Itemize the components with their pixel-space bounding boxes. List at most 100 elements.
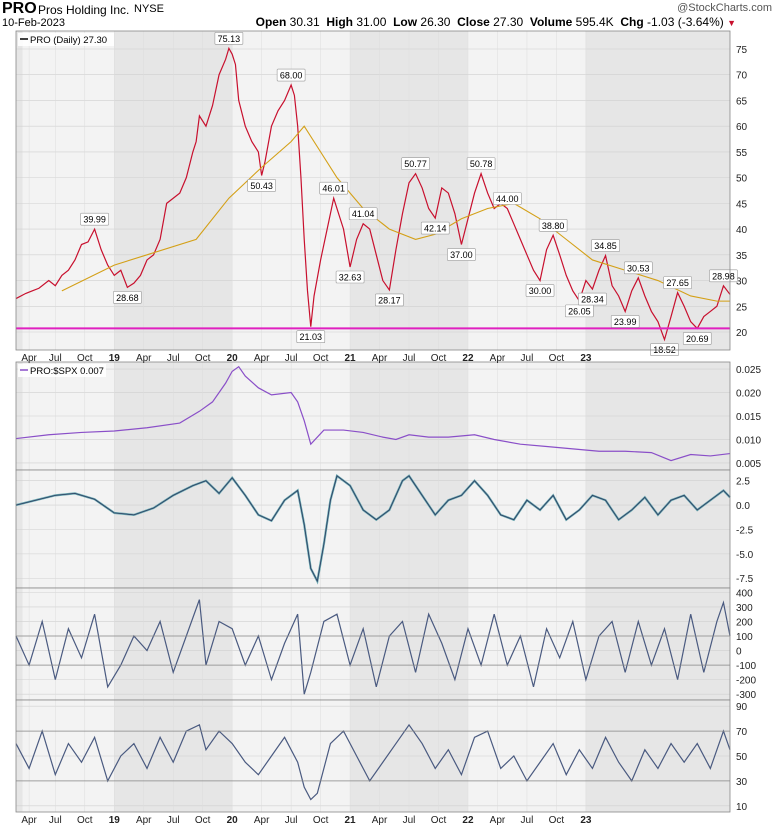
x-tick-label: Apr [372, 815, 388, 826]
price-label: 75.13 [214, 32, 244, 45]
price-label-box [420, 221, 450, 235]
y-tick-label: 30 [736, 277, 748, 288]
y-tick-label: 25 [736, 302, 748, 313]
y-tick-label: 90 [736, 702, 748, 713]
price-label-box [401, 157, 430, 170]
price-label-box [538, 218, 568, 232]
y-tick-label: 0 [736, 647, 742, 658]
close-value: 27.30 [493, 15, 524, 29]
price-label-box [296, 330, 326, 343]
x-tick-label: 19 [109, 353, 121, 364]
price-label-text: 75.13 [218, 34, 241, 44]
y-tick-label: -5.0 [736, 550, 754, 561]
x-tick-label: 23 [580, 353, 592, 364]
quote-date: 10-Feb-2023 [2, 17, 65, 29]
price-label-text: 50.77 [404, 159, 427, 169]
x-tick-label: Jul [285, 353, 298, 364]
price-label: 28.17 [375, 293, 404, 307]
price-label-box [447, 248, 476, 261]
price-label-text: 34.85 [594, 241, 617, 251]
price-label: 41.04 [348, 207, 378, 221]
x-tick-label: Jul [285, 815, 298, 826]
chg-value: -1.03 (-3.64%) [647, 15, 724, 29]
price-label: 21.03 [296, 330, 326, 343]
price-label: 37.00 [447, 248, 476, 261]
high-label: High [326, 15, 354, 29]
price-label: 23.99 [610, 315, 640, 328]
low-value: 26.30 [420, 15, 451, 29]
x-tick-label: Oct [77, 353, 93, 364]
price-label-box [492, 192, 522, 205]
x-tick-label: Oct [77, 815, 93, 826]
price-label: 30.00 [525, 284, 555, 297]
series-line [15, 365, 731, 462]
x-tick-label: Jul [521, 815, 534, 826]
panel-2: 0.005 0.010 0.015 0.020 0.025 PRO:$SPX 0.007 [15, 361, 761, 471]
price-label: 68.00 [276, 68, 306, 82]
panel-legend: PRO:$SPX 0.007 [18, 364, 106, 377]
series-line [15, 599, 731, 695]
price-label-text: 30.00 [529, 286, 552, 296]
price-label: 50.77 [401, 157, 430, 170]
price-label-text: 26.05 [568, 306, 591, 316]
x-tick-label: 21 [345, 815, 357, 826]
price-label-box [247, 179, 276, 192]
x-axis: Apr Jul Oct 19 Apr Jul Oct 20 Apr Jul Oct 21 Apr Jul O… [21, 815, 592, 826]
x-tick-label: Jul [167, 815, 180, 826]
x-tick-label: Apr [490, 353, 506, 364]
x-tick-label: 19 [109, 815, 121, 826]
y-tick-label: -300 [736, 690, 756, 701]
price-label-text: 28.68 [116, 293, 139, 303]
x-tick-label: 21 [345, 353, 357, 364]
company-name: Pros Holding Inc. [38, 3, 130, 17]
price-label-box [525, 284, 555, 297]
x-tick-label: Oct [195, 353, 211, 364]
y-tick-label: 50 [736, 752, 748, 763]
y-tick-label: 70 [736, 71, 748, 82]
y-tick-label: 0.010 [736, 435, 761, 446]
year-band [585, 31, 730, 350]
y-tick-label: 200 [736, 617, 753, 628]
y-tick-label: 30 [736, 777, 748, 788]
price-label: 27.65 [663, 276, 692, 289]
price-label: 28.98 [709, 269, 738, 283]
price-label-box [578, 292, 607, 306]
x-tick-label: Jul [403, 353, 416, 364]
volume-label: Volume [529, 15, 573, 29]
legend-text: PRO:$SPX 0.007 [30, 366, 104, 377]
year-band [585, 588, 730, 700]
price-label-box [623, 261, 653, 275]
x-tick-label: Jul [49, 815, 62, 826]
x-tick-label: 23 [580, 815, 592, 826]
x-tick-label: 22 [462, 353, 474, 364]
y-tick-label: 70 [736, 727, 748, 738]
y-tick-label: 45 [736, 199, 748, 210]
price-label-text: 28.98 [712, 271, 735, 281]
panel-1: 20 25 30 35 40 45 50 55 60 65 70 75 39.99 28.68 75.13 5… [15, 30, 748, 356]
quote-line: Open 30.31 High 31.00 Low 26.30 Close 27… [256, 15, 736, 29]
price-label-text: 68.00 [280, 71, 303, 81]
y-tick-label: 400 [736, 588, 753, 599]
y-tick-label: 0.020 [736, 389, 761, 400]
year-band [16, 31, 23, 350]
y-tick-label: 10 [736, 802, 748, 813]
low-label: Low [393, 15, 418, 29]
y-tick-label: 40 [736, 225, 748, 236]
x-tick-label: 20 [227, 815, 239, 826]
y-tick-label: -2.5 [736, 525, 754, 536]
macd-line [15, 475, 731, 583]
down-arrow-icon: ▼ [727, 18, 736, 28]
y-tick-label: 0.005 [736, 459, 761, 470]
y-tick-label: 65 [736, 96, 748, 107]
y-tick-label: 50 [736, 174, 748, 185]
price-label-box [348, 207, 378, 221]
exchange-name: NYSE [134, 3, 164, 15]
panel-border [15, 30, 731, 351]
x-tick-label: Jul [403, 815, 416, 826]
x-tick-label: Apr [136, 815, 152, 826]
price-label-text: 32.63 [339, 273, 362, 283]
price-label: 34.85 [591, 239, 620, 252]
high-value: 31.00 [356, 15, 387, 29]
x-tick-label: Apr [136, 353, 152, 364]
x-tick-label: Oct [195, 815, 211, 826]
